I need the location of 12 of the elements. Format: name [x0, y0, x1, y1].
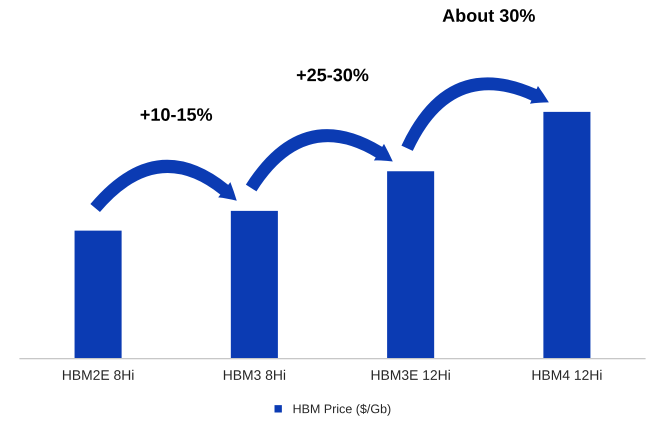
legend-label: HBM Price ($/Gb)	[294, 404, 390, 416]
x-tick-label: HBM2E 8Hi	[62, 370, 134, 380]
x-tick-label: HBM4 12Hi	[532, 370, 602, 380]
bar	[73, 229, 124, 359]
x-tick-label: HBM3E 12Hi	[372, 370, 450, 380]
annotation: +10-15%	[140, 108, 212, 121]
text: +25-30%	[296, 68, 368, 82]
bar	[542, 110, 592, 359]
bar	[386, 170, 436, 359]
text: About 30%	[442, 8, 535, 22]
x-tick-label: HBM3 8Hi	[224, 370, 286, 380]
bar	[229, 209, 280, 359]
